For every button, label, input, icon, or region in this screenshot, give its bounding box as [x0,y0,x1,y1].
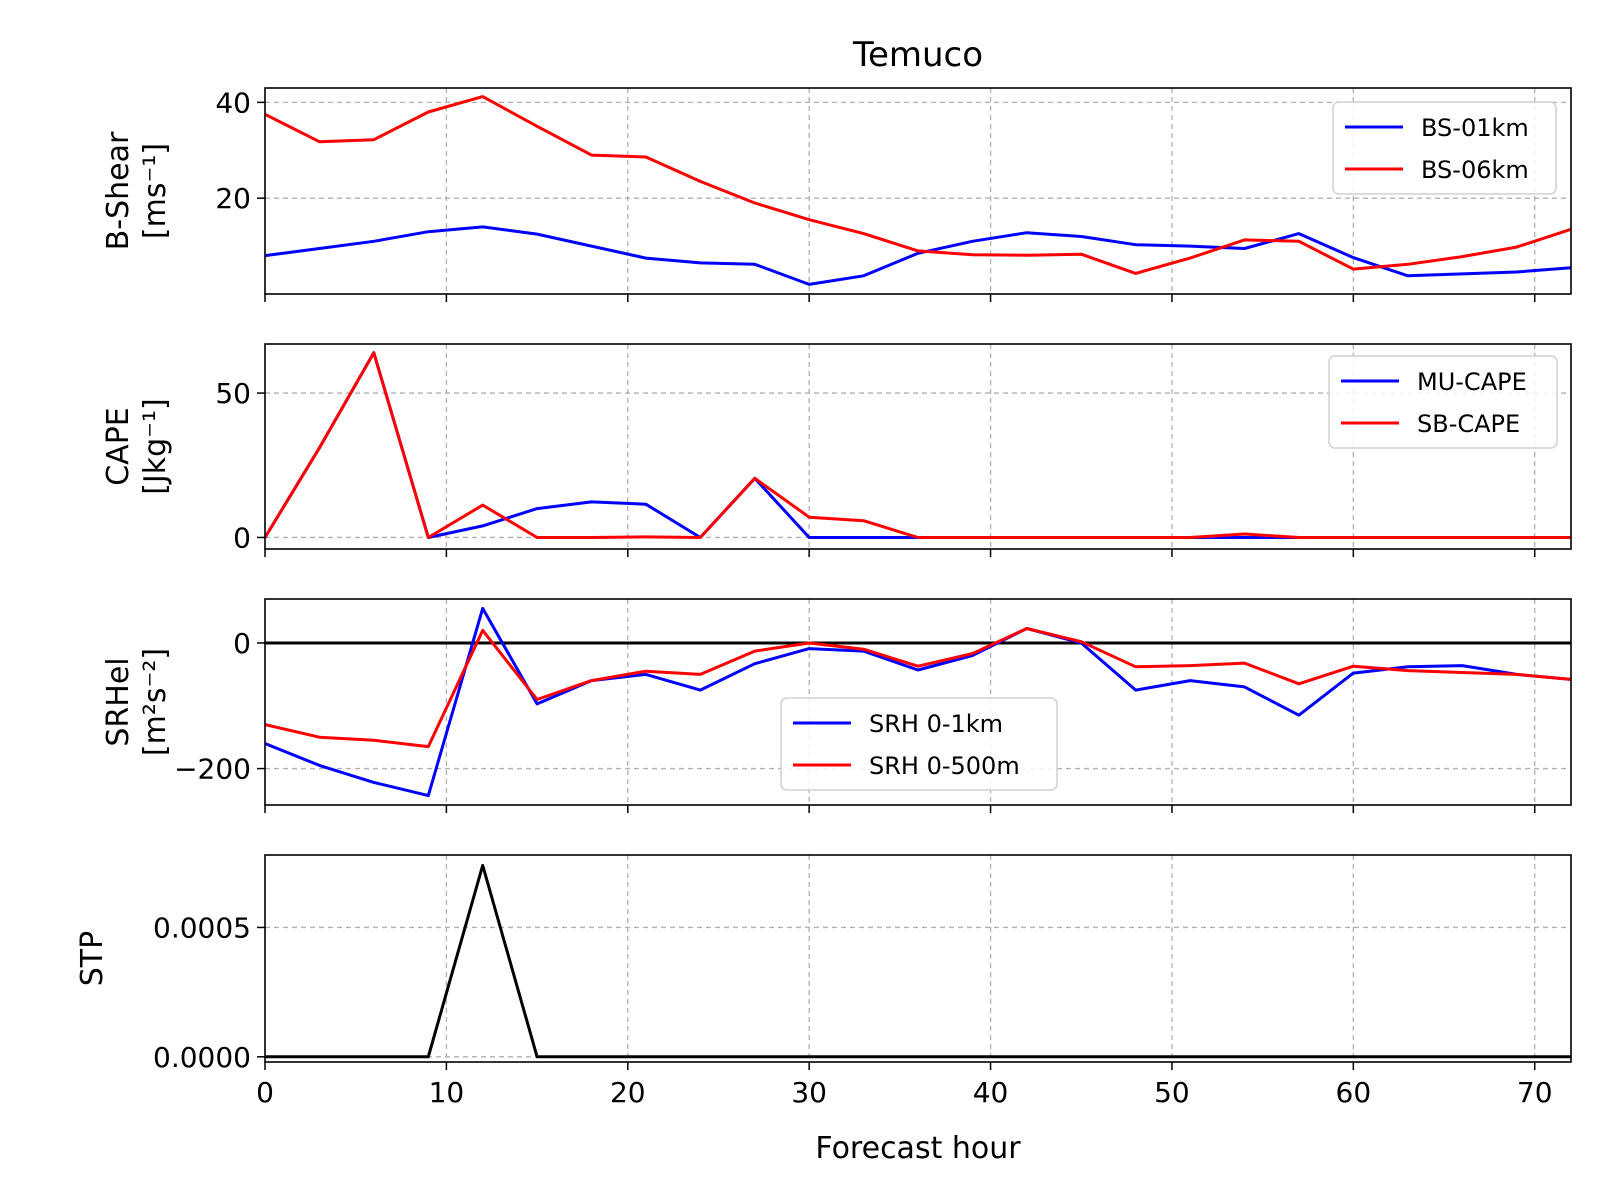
x-tick-label: 0 [256,1076,274,1109]
y-tick-label: 0.0005 [153,911,251,944]
y-axis-label: [m²s⁻²] [138,648,173,756]
y-axis-label: SRHel [101,657,136,746]
series-line-stp [265,863,1571,1059]
legend: SRH 0-1km SRH 0-500m [780,697,1058,791]
y-axis-label: B-Shear [101,131,136,250]
axes-frame [264,87,1572,295]
y-tick-label: −200 [174,753,251,786]
x-tick-label: 50 [1154,1076,1190,1109]
legend: BS-01km BS-06km [1332,101,1557,195]
x-tick-label: 60 [1336,1076,1372,1109]
axes-frame [264,854,1572,1063]
legend-label: MU-CAPE [1417,368,1527,396]
y-tick-label: 20 [215,182,251,215]
x-tick-label: 40 [973,1076,1009,1109]
x-axis-label: Forecast hour [815,1131,1021,1166]
y-tick-label: 50 [215,377,251,410]
y-tick-label: 0 [233,521,251,554]
legend-label: BS-01km [1421,114,1529,142]
panel-3: −200 0 SRHel [m²s⁻²] SRH 0-1km SRH 0-500m [101,598,1572,813]
legend-label: SB-CAPE [1417,410,1520,438]
x-tick-label: 20 [610,1076,646,1109]
panel-4: 0.0000 0.0005 STP 0 10 20 30 40 50 60 70 [75,854,1572,1109]
legend-label: BS-06km [1421,156,1529,184]
chart-title: Temuco [852,35,983,75]
y-tick-label: 40 [215,86,251,119]
series-line-bs-06km [265,95,1571,275]
legend-box [780,697,1058,791]
axes-frame [264,343,1572,550]
x-tick-label: 70 [1517,1076,1553,1109]
y-tick-label: 0 [233,627,251,660]
legend-box [1328,355,1558,449]
series-line-sb-cape [265,351,1571,539]
x-tick-label: 30 [791,1076,827,1109]
axes-frame [264,598,1572,806]
y-axis-label: [ms⁻¹] [138,143,173,239]
series-line-srh-0-500m [265,627,1571,749]
legend-label: SRH 0-500m [869,752,1020,780]
x-tick-label: 10 [429,1076,465,1109]
legend: MU-CAPE SB-CAPE [1328,355,1558,449]
series-line-srh-0-1km [265,606,1571,798]
panel-1: 20 40 B-Shear [ms⁻¹] BS-01km BS-06km [101,86,1572,302]
y-axis-label: CAPE [101,407,136,486]
legend-label: SRH 0-1km [869,710,1003,738]
panel-2: 0 50 CAPE [Jkg⁻¹] MU-CAPE SB-CAPE [101,343,1572,557]
legend-box [1332,101,1557,195]
series-line-bs-01km [265,225,1571,286]
y-axis-label: [Jkg⁻¹] [138,398,173,495]
y-tick-label: 0.0000 [153,1041,251,1074]
y-axis-label: STP [75,931,110,986]
